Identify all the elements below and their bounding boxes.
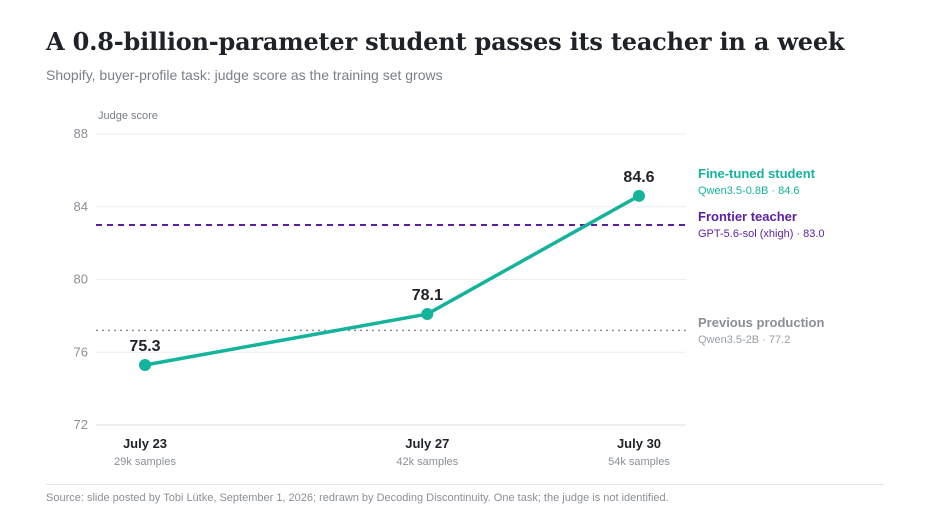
y-axis-label: Judge score [98,110,158,122]
legend-entry-title: Previous production [698,315,824,330]
student-series-line [143,194,641,367]
x-tick-label: July 30 [617,436,661,451]
data-label: 75.3 [129,338,160,355]
y-tick-label: 80 [74,272,88,287]
data-point [139,358,151,371]
x-tick-label: July 23 [123,436,167,451]
legend-entry-sublabel: GPT-5.6-sol (xhigh) · 83.0 [698,228,825,240]
source-note: Source: slide posted by Tobi Lütke, Sept… [46,492,669,504]
data-label: 84.6 [623,169,654,186]
y-tick-label: 88 [74,126,88,141]
legend-entry-sublabel: Qwen3.5-0.8B · 84.6 [698,185,800,197]
y-tick-label: 76 [74,344,88,359]
x-tick-sublabel: 29k samples [114,456,176,468]
data-label: 78.1 [412,287,443,304]
legend-entry-sublabel: Qwen3.5-2B · 77.2 [698,334,790,346]
chart-subtitle: Shopify, buyer-profile task: judge score… [46,67,443,83]
source-divider [46,484,884,485]
y-tick-label: 84 [74,199,88,214]
legend-entry-title: Frontier teacher [698,209,797,224]
legend-entry-title: Fine-tuned student [698,166,816,181]
x-tick-sublabel: 54k samples [608,456,670,468]
chart-title: A 0.8-billion-parameter student passes i… [46,27,845,56]
y-tick-label: 72 [74,417,88,432]
data-point [633,189,645,202]
x-tick-sublabel: 42k samples [396,456,458,468]
data-point [421,308,434,321]
x-tick-label: July 27 [405,436,449,451]
